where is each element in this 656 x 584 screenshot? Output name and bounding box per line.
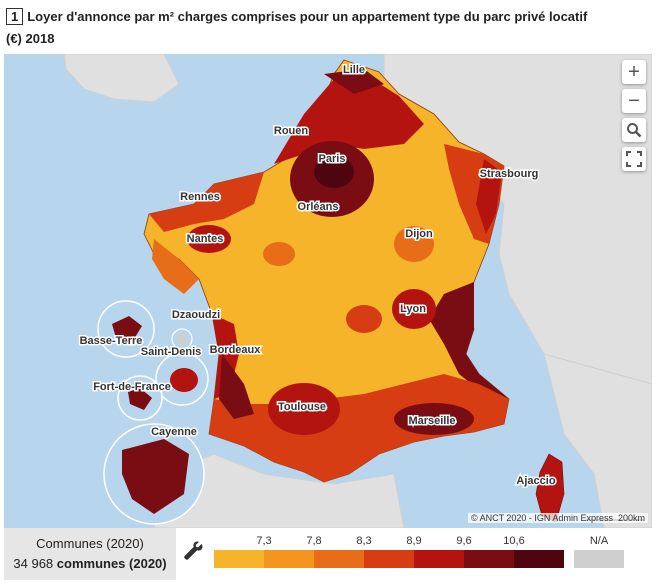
zoom-out-button[interactable]: − (622, 89, 646, 113)
city-label: Toulouse (278, 401, 326, 413)
fullscreen-icon (626, 151, 642, 167)
legend-swatch (414, 550, 464, 568)
legend-swatch (464, 550, 514, 568)
france-mainland (143, 59, 510, 483)
city-label: Cayenne (151, 426, 197, 438)
legend-swatch (314, 550, 364, 568)
title-text: Loyer d'annonce par m² charges comprises… (6, 9, 588, 46)
fullscreen-button[interactable] (622, 147, 646, 171)
legend-na-label: N/A (589, 535, 609, 547)
legend-tick: 8,3 (356, 535, 372, 547)
city-label: Dzaoudzi (172, 309, 220, 321)
city-label: Rennes (180, 191, 220, 203)
city-label: Paris (319, 153, 346, 165)
city-label: Bordeaux (210, 344, 262, 356)
legend-tick: 10,6 (503, 535, 525, 547)
wrench-icon[interactable] (182, 540, 204, 562)
legend-tick: 7,3 (256, 535, 272, 547)
map-attribution[interactable]: © ANCT 2020 - IGN Admin Express 200km (467, 513, 648, 523)
corsica (535, 453, 565, 523)
legend-tick: 9,6 (456, 535, 472, 547)
overseas-insets (97, 300, 209, 525)
legend-label: Communes (2020) (36, 536, 144, 551)
city-label: Lyon (400, 303, 426, 315)
zoom-in-button[interactable]: + (622, 60, 646, 84)
legend-na-swatch (574, 550, 624, 568)
city-label: Basse-Terre (80, 335, 143, 347)
figure-number: 1 (6, 8, 24, 25)
legend-swatch (214, 550, 264, 568)
city-label: Ajaccio (516, 475, 555, 487)
city-label: Orléans (298, 201, 339, 213)
legend-tick: 8,9 (406, 535, 422, 547)
city-label: Fort-de-France (93, 381, 171, 393)
search-icon (627, 123, 642, 138)
legend-summary: Communes (2020) 34 968 communes (2020) (4, 528, 176, 580)
legend-count: 34 968 communes (2020) (13, 556, 167, 571)
city-label: Lille (343, 64, 365, 76)
city-label: Saint-Denis (141, 346, 202, 358)
city-label: Marseille (408, 415, 455, 427)
city-label: Rouen (274, 125, 309, 137)
choropleth-map[interactable]: Lille Rouen Paris Strasbourg Rennes Orlé… (4, 54, 652, 528)
legend-swatch (514, 550, 564, 568)
search-button[interactable] (622, 118, 646, 142)
legend-swatch (364, 550, 414, 568)
city-label: Nantes (187, 233, 224, 245)
city-labels: Lille Rouen Paris Strasbourg Rennes Orlé… (78, 63, 557, 489)
map-title: 1 Loyer d'annonce par m² charges comprise… (6, 6, 606, 50)
legend-swatch (264, 550, 314, 568)
legend-tick: 7,8 (306, 535, 322, 547)
city-label: Dijon (405, 228, 433, 240)
city-label: Strasbourg (480, 168, 539, 180)
